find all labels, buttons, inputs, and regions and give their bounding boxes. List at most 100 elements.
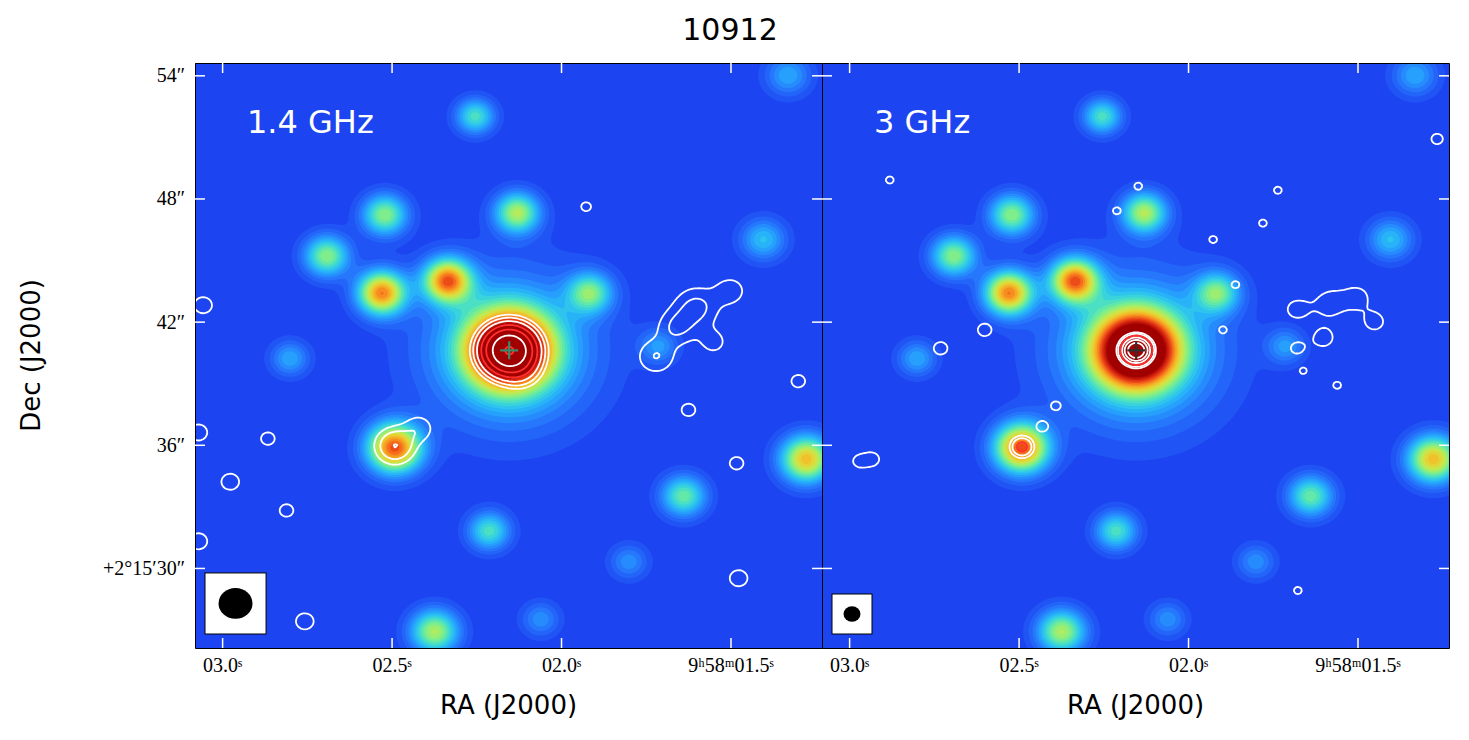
y-axis: 54″ 48″ 42″ 36″ +2°15′30″ (103, 64, 205, 649)
tick: 02.0ˢ (1169, 638, 1208, 676)
tick (222, 63, 223, 73)
beam-box (205, 573, 266, 634)
tick-mark (812, 445, 822, 447)
image (891, 63, 1449, 648)
image-band (480, 323, 539, 377)
tick-mark (822, 568, 832, 570)
plot-area (195, 63, 822, 648)
tick-mark (812, 568, 822, 570)
beam-ellipse (844, 606, 861, 621)
image-band (905, 63, 1449, 648)
x-axis-top (196, 63, 823, 73)
y-axis (822, 64, 832, 649)
tick (822, 75, 832, 76)
contour (853, 134, 1443, 594)
contour (493, 335, 526, 366)
tick: 03.0ˢ (830, 638, 869, 676)
tick-mark (822, 321, 832, 323)
tick: 36″ (157, 434, 205, 456)
axis-line (822, 64, 823, 649)
image-band (1102, 319, 1171, 381)
panel: 3 GHz03.0ˢ02.5ˢ02.0ˢ9ʰ58ᵐ01.5ˢRA (J2000) (822, 62, 1451, 721)
tick (812, 198, 822, 199)
beam (205, 573, 266, 634)
tick: 54″ (157, 64, 205, 86)
tick-mark (1188, 63, 1190, 73)
image-band (944, 202, 1449, 643)
axis-line (822, 64, 823, 649)
tick (1439, 75, 1449, 76)
tick-mark (1439, 75, 1449, 77)
x-axis-title: RA (J2000) (1067, 690, 1204, 720)
tick-mark (1357, 638, 1359, 648)
image-band (367, 209, 819, 633)
axis-line (823, 63, 1450, 64)
image-band (940, 109, 1449, 647)
tick-mark (1018, 638, 1020, 648)
tick (1439, 445, 1449, 446)
beam-ellipse (219, 588, 253, 619)
tick (392, 63, 393, 73)
tick-label: 54″ (157, 64, 185, 86)
tick-mark (849, 638, 851, 648)
tick-mark (1188, 638, 1190, 648)
tick: +2°15′30″ (103, 557, 205, 579)
tick: 48″ (157, 187, 205, 209)
tick (730, 63, 731, 73)
panel: 1.4 GHz03.0ˢ02.5ˢ02.0ˢ9ʰ58ᵐ01.5ˢ54″48″42… (16, 62, 824, 721)
tick-mark (561, 63, 563, 73)
y-axis-right (1439, 64, 1450, 649)
markers (1127, 341, 1145, 359)
tick (1019, 63, 1020, 73)
tick-mark (222, 63, 224, 73)
axis-line (195, 64, 196, 649)
tick (822, 445, 832, 446)
tick-label: 42″ (157, 311, 185, 333)
marker-cross (1127, 341, 1145, 359)
image-band (376, 273, 548, 457)
tick-mark (195, 568, 205, 570)
tick: 02.5ˢ (999, 638, 1038, 676)
image-band (282, 67, 822, 648)
tick-label: 36″ (157, 434, 185, 456)
image-band (380, 274, 546, 454)
image-band (390, 277, 545, 452)
tick-mark (1357, 63, 1359, 73)
image-band (935, 104, 1449, 648)
tick-mark (849, 63, 851, 73)
image-band (365, 206, 821, 638)
image-band (370, 268, 815, 467)
image-band (1003, 273, 1175, 457)
contour (1017, 336, 1152, 452)
y-axis-title: Dec (J2000) (16, 279, 46, 432)
x-axis: 03.0ˢ 02.5ˢ 02.0ˢ 9ʰ58ᵐ01.5ˢ (823, 638, 1450, 676)
tick-mark (195, 445, 205, 447)
tick: 42″ (157, 311, 205, 333)
tick-mark (561, 638, 563, 648)
image-band (995, 267, 1444, 469)
tick-mark (812, 321, 822, 323)
image-band (315, 112, 822, 645)
image-band (937, 107, 1449, 648)
tick: 9ʰ58ᵐ01.5ˢ (1315, 638, 1400, 676)
tick-label: 02.5ˢ (372, 654, 411, 676)
image-band (942, 112, 1449, 645)
tick-label: 03.0ˢ (830, 654, 869, 676)
x-axis-top (823, 63, 1450, 73)
contour (1012, 334, 1154, 456)
tick (1439, 198, 1449, 199)
tick (561, 63, 562, 73)
tick-mark (812, 198, 822, 200)
plot-area (822, 63, 1449, 648)
tick-mark (195, 321, 205, 323)
x-axis-title: RA (J2000) (440, 690, 577, 720)
contour (380, 299, 706, 459)
tick-label: 02.0ˢ (1169, 654, 1208, 676)
image-band (308, 104, 822, 648)
contour (195, 202, 805, 629)
tick-mark (1018, 63, 1020, 73)
contour (1125, 340, 1148, 361)
tick-mark (1439, 568, 1449, 570)
axis-line (196, 648, 823, 649)
x-axis: 03.0ˢ02.5ˢ02.0ˢ9ʰ58ᵐ01.5ˢ (196, 638, 823, 676)
